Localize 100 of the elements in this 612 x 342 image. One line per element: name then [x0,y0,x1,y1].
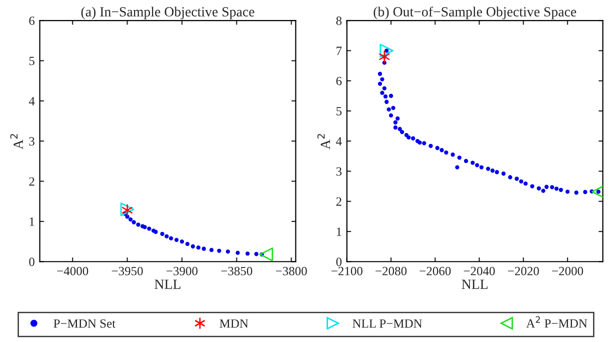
point [440,148,444,152]
point [164,234,169,238]
point [536,186,541,190]
y-tick-label: 5 [29,56,34,66]
point [554,186,559,191]
point [380,90,384,95]
point [246,252,250,256]
x-tick-label: −2100 [331,266,362,276]
point [583,190,588,194]
y-tick-label: 4 [28,97,35,106]
point [514,176,519,181]
y-tick-label: 0 [29,258,34,266]
point [524,181,528,186]
point [479,165,484,170]
point [400,130,404,134]
point [217,248,222,253]
x-tick-label: −3900 [166,266,198,276]
point [380,44,394,58]
point [428,144,433,148]
x-axis-title: NLL [154,280,180,289]
y-axis-title: A$^{2}$ [10,134,23,150]
y-tick-label: 1 [30,218,34,226]
point [541,188,546,193]
point [410,136,416,140]
legend-label: A$^{2}$ P−MDN [526,316,588,328]
point [474,163,480,168]
point [418,140,422,145]
x-tick-label: −3850 [221,266,252,276]
point [174,238,179,242]
point [508,175,512,180]
y-tick-label: 0 [336,258,342,266]
point [388,113,394,118]
point [379,50,390,63]
point [382,86,386,90]
point [490,168,495,173]
point [386,107,391,112]
point [185,242,190,246]
y-tick-label: 3 [336,167,342,176]
point [592,184,603,199]
point [388,94,394,98]
y-axis-title: A$^{2}$ [317,134,330,150]
point [494,170,500,174]
y-tick-label: 5 [336,107,342,116]
point [380,77,384,82]
point [384,100,389,104]
point [464,158,468,164]
point [501,172,506,176]
point [486,166,490,171]
y-tick-label: 2 [29,177,34,186]
point [550,185,554,190]
y-tick-label: 8 [336,16,342,25]
y-tick-label: 6 [29,16,35,25]
y-tick-label: 2 [336,197,342,206]
y-tick-label: 3 [29,137,34,146]
point [226,250,230,254]
point [160,232,164,236]
point [254,252,258,256]
point [558,188,563,192]
point [236,250,240,255]
point [190,244,195,248]
x-tick-label: −3950 [112,266,143,276]
x-tick-label: −2000 [552,266,584,276]
point [136,222,140,227]
chart-title: (b) Out−of−Sample Objective Space [374,6,576,20]
point [444,150,448,155]
x-tick-label: −2020 [508,266,539,276]
x-tick-label: −2060 [420,266,451,276]
point [457,156,462,160]
x-tick-label: −2080 [376,266,407,276]
y-tick-label: 4 [336,137,342,146]
point [154,230,158,234]
legend-label: P−MDN Set [54,319,116,328]
point [406,135,411,140]
x-axis-title: NLL [462,280,488,289]
point [147,226,152,231]
x-tick-label: −3800 [276,266,307,276]
point [128,217,133,222]
y-tick-label: 6 [336,76,342,86]
point [396,116,400,121]
point [378,82,382,86]
point [450,152,455,157]
legend-label: NLL P−MDN [352,319,422,328]
y-tick-label: 7 [336,46,342,55]
point [196,245,200,250]
point [455,165,460,170]
x-tick-label: −2040 [464,266,495,276]
point [470,160,475,165]
point [209,248,214,252]
point [391,106,396,110]
point [393,125,398,130]
legend-label: MDN [220,319,248,328]
x-tick-label: −4000 [57,266,88,276]
point [435,146,440,150]
point [544,184,549,189]
y-tick-label: 1 [336,228,342,236]
point [574,190,578,195]
point [393,120,398,124]
point [519,179,524,184]
point [530,184,534,188]
point [565,190,570,194]
